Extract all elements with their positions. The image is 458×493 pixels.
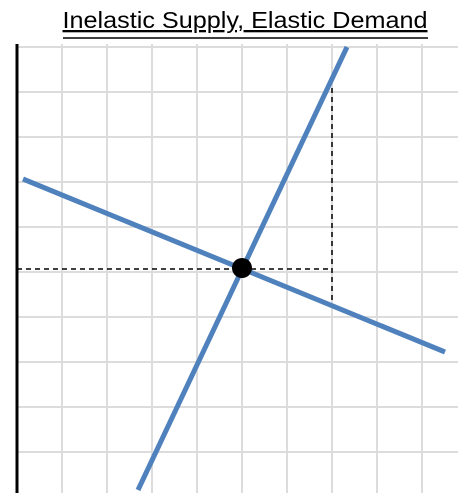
equilibrium-point — [232, 258, 252, 278]
title: Inelastic Supply, Elastic Demand — [63, 7, 428, 33]
grid — [17, 44, 458, 493]
